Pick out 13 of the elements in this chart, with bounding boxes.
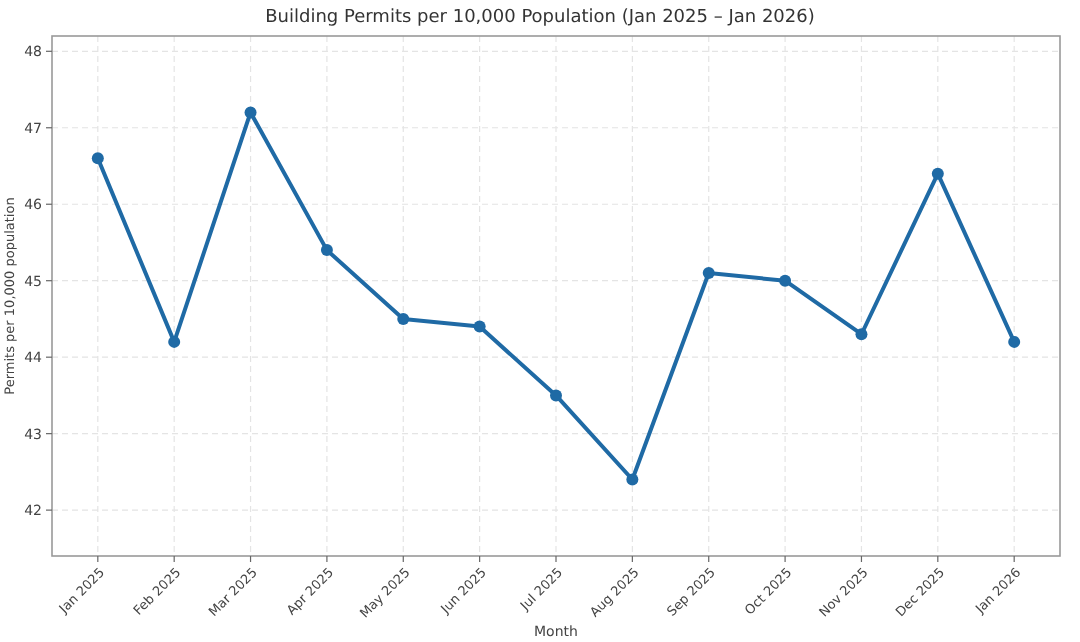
point — [626, 473, 639, 486]
chart-title: Building Permits per 10,000 Population (Jan 2025 – Jan 2026) — [265, 8, 815, 28]
point — [1008, 335, 1021, 348]
point — [855, 328, 868, 341]
point — [931, 167, 944, 180]
point — [91, 152, 104, 165]
point — [702, 267, 715, 280]
point — [779, 274, 792, 287]
point — [397, 312, 410, 325]
point — [244, 106, 257, 119]
point — [473, 320, 486, 333]
point — [550, 389, 562, 402]
point — [320, 244, 333, 257]
